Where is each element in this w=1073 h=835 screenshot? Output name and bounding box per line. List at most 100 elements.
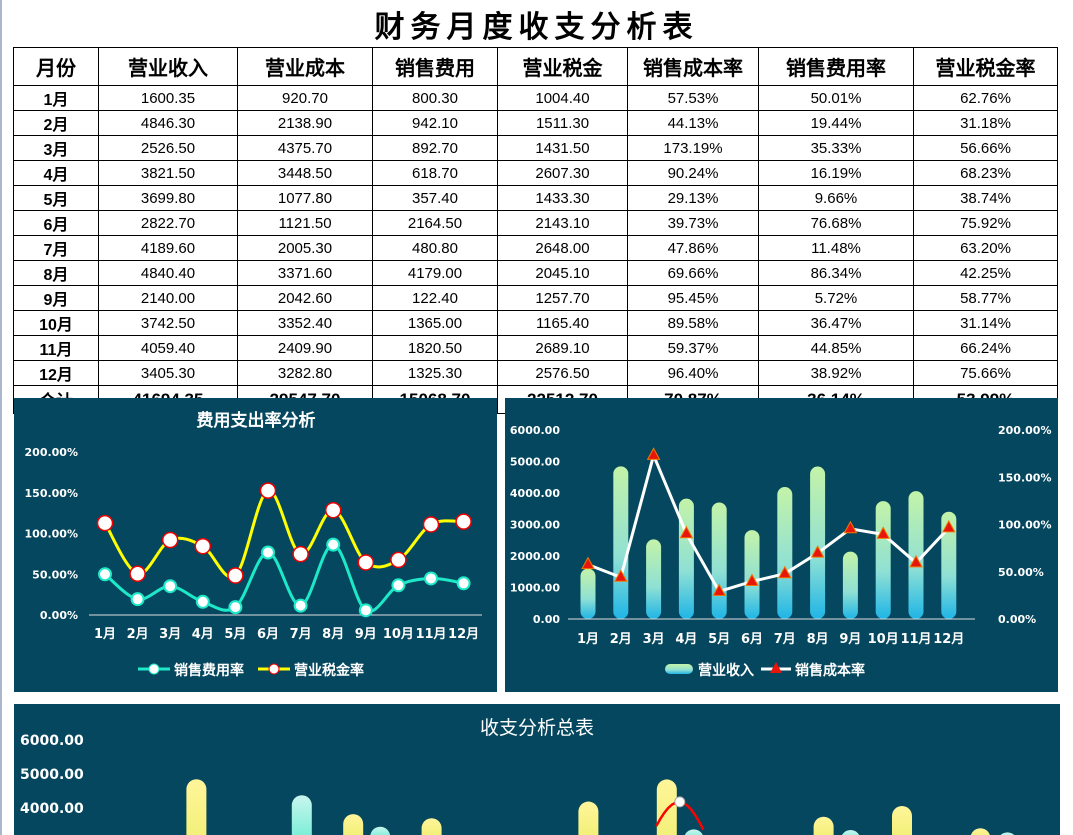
table-cell[interactable]: 2005.30 <box>237 235 373 261</box>
table-cell[interactable]: 3月 <box>13 135 99 161</box>
table-cell[interactable]: 58.77% <box>913 285 1058 311</box>
table-cell[interactable]: 4840.40 <box>98 260 238 286</box>
table-cell[interactable]: 892.70 <box>372 135 498 161</box>
table-cell[interactable]: 10月 <box>13 310 99 336</box>
table-cell[interactable]: 31.14% <box>913 310 1058 336</box>
table-cell[interactable]: 2607.30 <box>497 160 628 186</box>
table-cell[interactable]: 357.40 <box>372 185 498 211</box>
table-cell[interactable]: 3821.50 <box>98 160 238 186</box>
table-cell[interactable]: 4189.60 <box>98 235 238 261</box>
table-cell[interactable]: 3282.80 <box>237 360 373 386</box>
table-cell[interactable]: 16.19% <box>758 160 914 186</box>
table-cell[interactable]: 618.70 <box>372 160 498 186</box>
table-cell[interactable]: 50.01% <box>758 85 914 111</box>
table-cell[interactable]: 1077.80 <box>237 185 373 211</box>
table-cell[interactable]: 2689.10 <box>497 335 628 361</box>
table-cell[interactable]: 35.33% <box>758 135 914 161</box>
table-cell[interactable]: 2143.10 <box>497 210 628 236</box>
table-cell[interactable]: 89.58% <box>627 310 759 336</box>
table-cell[interactable]: 95.45% <box>627 285 759 311</box>
table-cell[interactable]: 2409.90 <box>237 335 373 361</box>
table-cell[interactable]: 9.66% <box>758 185 914 211</box>
table-cell[interactable]: 68.23% <box>913 160 1058 186</box>
table-cell[interactable]: 1121.50 <box>237 210 373 236</box>
table-cell[interactable]: 2138.90 <box>237 110 373 136</box>
table-cell[interactable]: 8月 <box>13 260 99 286</box>
table-cell[interactable]: 3448.50 <box>237 160 373 186</box>
table-cell[interactable]: 11.48% <box>758 235 914 261</box>
income-cost-rate-chart[interactable]: 0.00 1000.00 2000.00 3000.00 4000.00 5000.00 6… <box>505 398 1058 692</box>
table-cell[interactable]: 36.47% <box>758 310 914 336</box>
table-cell[interactable]: 1433.30 <box>497 185 628 211</box>
table-cell[interactable]: 2月 <box>13 110 99 136</box>
table-cell[interactable]: 4059.40 <box>98 335 238 361</box>
table-cell[interactable]: 3742.50 <box>98 310 238 336</box>
table-cell[interactable]: 2164.50 <box>372 210 498 236</box>
table-cell[interactable]: 19.44% <box>758 110 914 136</box>
table-cell[interactable]: 44.13% <box>627 110 759 136</box>
table-cell[interactable]: 2648.00 <box>497 235 628 261</box>
table-cell[interactable]: 2576.50 <box>497 360 628 386</box>
table-cell[interactable]: 90.24% <box>627 160 759 186</box>
table-cell[interactable]: 63.20% <box>913 235 1058 261</box>
table-cell[interactable]: 3371.60 <box>237 260 373 286</box>
table-cell[interactable]: 1431.50 <box>497 135 628 161</box>
table-cell[interactable]: 47.86% <box>627 235 759 261</box>
table-cell[interactable]: 4375.70 <box>237 135 373 161</box>
table-cell[interactable]: 173.19% <box>627 135 759 161</box>
table-cell[interactable]: 1165.40 <box>497 310 628 336</box>
table-cell[interactable]: 29.13% <box>627 185 759 211</box>
table-cell[interactable]: 1325.30 <box>372 360 498 386</box>
table-cell[interactable]: 2045.10 <box>497 260 628 286</box>
table-cell[interactable]: 4月 <box>13 160 99 186</box>
table-cell[interactable]: 1511.30 <box>497 110 628 136</box>
table-cell[interactable]: 480.80 <box>372 235 498 261</box>
table-cell[interactable]: 5.72% <box>758 285 914 311</box>
table-cell[interactable]: 7月 <box>13 235 99 261</box>
table-cell[interactable]: 2526.50 <box>98 135 238 161</box>
table-cell[interactable]: 4846.30 <box>98 110 238 136</box>
table-cell[interactable]: 62.76% <box>913 85 1058 111</box>
table-cell[interactable]: 69.66% <box>627 260 759 286</box>
table-cell[interactable]: 3352.40 <box>237 310 373 336</box>
table-cell[interactable]: 75.66% <box>913 360 1058 386</box>
expense-rate-chart[interactable]: 费用支出率分析 0.00% 50.00% 100.00% 150.00% 200.00% 1… <box>14 398 497 692</box>
table-cell[interactable]: 39.73% <box>627 210 759 236</box>
table-cell[interactable]: 800.30 <box>372 85 498 111</box>
table-cell[interactable]: 1820.50 <box>372 335 498 361</box>
table-cell[interactable]: 44.85% <box>758 335 914 361</box>
table-cell[interactable]: 76.68% <box>758 210 914 236</box>
summary-chart[interactable]: 收支分析总表 4000.00 5000.00 6000.00 <box>14 704 1060 835</box>
table-cell[interactable]: 38.74% <box>913 185 1058 211</box>
table-cell[interactable]: 31.18% <box>913 110 1058 136</box>
table-cell[interactable]: 1月 <box>13 85 99 111</box>
table-cell[interactable]: 2140.00 <box>98 285 238 311</box>
table-cell[interactable]: 12月 <box>13 360 99 386</box>
table-cell[interactable]: 66.24% <box>913 335 1058 361</box>
table-cell[interactable]: 3699.80 <box>98 185 238 211</box>
table-cell[interactable]: 5月 <box>13 185 99 211</box>
table-cell[interactable]: 942.10 <box>372 110 498 136</box>
table-cell[interactable]: 75.92% <box>913 210 1058 236</box>
table-cell[interactable]: 59.37% <box>627 335 759 361</box>
table-cell[interactable]: 96.40% <box>627 360 759 386</box>
table-cell[interactable]: 920.70 <box>237 85 373 111</box>
table-cell[interactable]: 9月 <box>13 285 99 311</box>
y-tick-label: 150.00% <box>25 487 78 500</box>
table-cell[interactable]: 38.92% <box>758 360 914 386</box>
table-cell[interactable]: 1600.35 <box>98 85 238 111</box>
table-cell[interactable]: 122.40 <box>372 285 498 311</box>
table-cell[interactable]: 57.53% <box>627 85 759 111</box>
table-cell[interactable]: 2042.60 <box>237 285 373 311</box>
table-cell[interactable]: 6月 <box>13 210 99 236</box>
table-cell[interactable]: 56.66% <box>913 135 1058 161</box>
table-cell[interactable]: 1365.00 <box>372 310 498 336</box>
table-cell[interactable]: 42.25% <box>913 260 1058 286</box>
table-cell[interactable]: 4179.00 <box>372 260 498 286</box>
table-cell[interactable]: 11月 <box>13 335 99 361</box>
table-cell[interactable]: 86.34% <box>758 260 914 286</box>
table-cell[interactable]: 1257.70 <box>497 285 628 311</box>
table-cell[interactable]: 3405.30 <box>98 360 238 386</box>
table-cell[interactable]: 2822.70 <box>98 210 238 236</box>
table-cell[interactable]: 1004.40 <box>497 85 628 111</box>
